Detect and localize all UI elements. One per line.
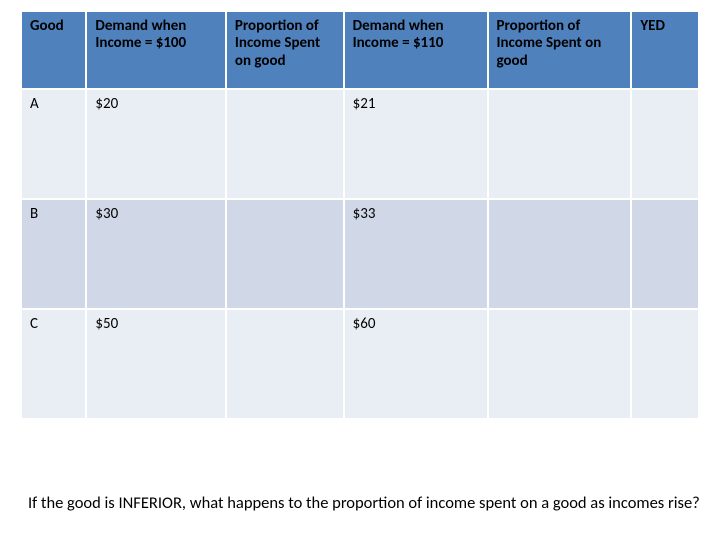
cell-yed bbox=[631, 309, 699, 419]
col-header: Demand when Income = $110 bbox=[344, 11, 488, 89]
col-header: Proportion of Income Spent on good bbox=[226, 11, 344, 89]
cell-p100 bbox=[226, 199, 344, 309]
cell-d100: $30 bbox=[86, 199, 226, 309]
cell-yed bbox=[631, 89, 699, 199]
cell-d100: $20 bbox=[86, 89, 226, 199]
cell-p100 bbox=[226, 89, 344, 199]
table-row: C $50 $60 bbox=[21, 309, 699, 419]
cell-p100 bbox=[226, 309, 344, 419]
cell-d110: $33 bbox=[344, 199, 488, 309]
table-row: A $20 $21 bbox=[21, 89, 699, 199]
col-header: Proportion of Income Spent on good bbox=[488, 11, 632, 89]
col-header: Good bbox=[21, 11, 86, 89]
col-header: Demand when Income = $100 bbox=[86, 11, 226, 89]
cell-good: A bbox=[21, 89, 86, 199]
cell-d100: $50 bbox=[86, 309, 226, 419]
cell-p110 bbox=[488, 89, 632, 199]
cell-p110 bbox=[488, 309, 632, 419]
page: Good Demand when Income = $100 Proportio… bbox=[0, 0, 720, 540]
cell-good: B bbox=[21, 199, 86, 309]
col-header: YED bbox=[631, 11, 699, 89]
table-header-row: Good Demand when Income = $100 Proportio… bbox=[21, 11, 699, 89]
yed-table: Good Demand when Income = $100 Proportio… bbox=[20, 10, 700, 420]
cell-d110: $60 bbox=[344, 309, 488, 419]
cell-yed bbox=[631, 199, 699, 309]
table-row: B $30 $33 bbox=[21, 199, 699, 309]
cell-d110: $21 bbox=[344, 89, 488, 199]
cell-p110 bbox=[488, 199, 632, 309]
cell-good: C bbox=[21, 309, 86, 419]
question-text: If the good is INFERIOR, what happens to… bbox=[28, 493, 700, 514]
